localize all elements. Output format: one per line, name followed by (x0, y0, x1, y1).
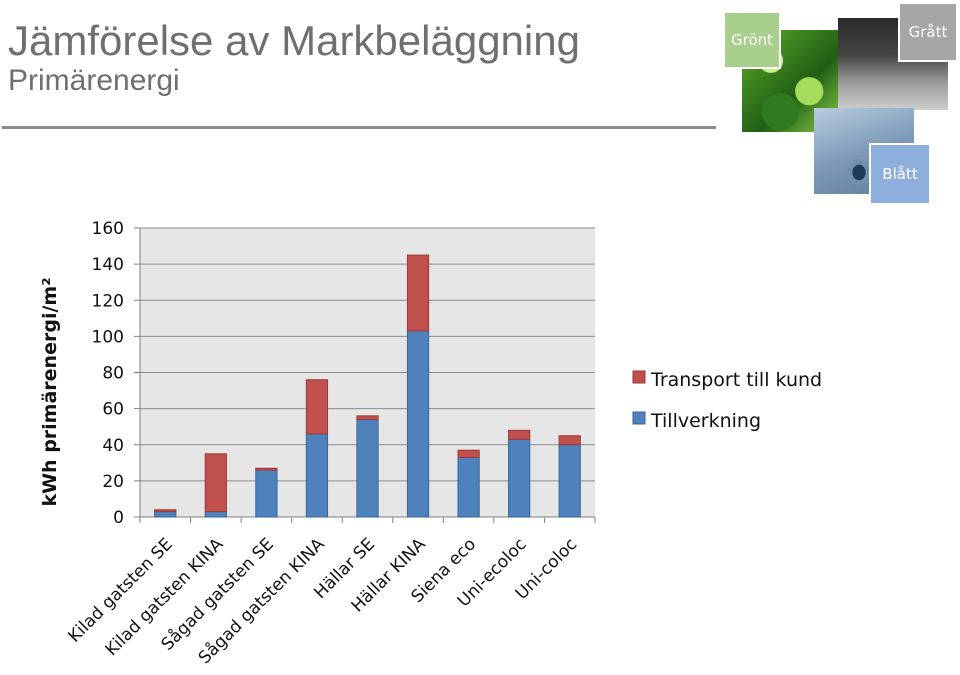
y-tick-label: 140 (92, 255, 124, 275)
bar-segment-transport-till-kund (558, 435, 581, 446)
bar-segment-transport-till-kund (154, 509, 177, 513)
y-tick-label: 160 (92, 219, 124, 239)
y-tick-label: 80 (102, 364, 124, 384)
page-title: Jämförelse av Markbeläggning (8, 17, 580, 64)
bar-segment-transport-till-kund (508, 429, 531, 440)
legend-label: Transport till kund (650, 369, 822, 391)
bar-segment-transport-till-kund (255, 467, 278, 471)
grey-label-box: Grått (898, 2, 958, 62)
bar-segment-transport-till-kund (305, 379, 329, 435)
bar-segment-transport-till-kund (406, 254, 430, 332)
y-tick-label: 120 (92, 291, 124, 311)
y-axis-label: kWh primärenergi/m² (39, 277, 61, 506)
green-label: Grönt (730, 31, 774, 49)
bar-segment-transport-till-kund (356, 415, 379, 420)
blue-label: Blått (882, 165, 918, 183)
legend-swatch (632, 411, 646, 425)
y-tick-label: 20 (102, 472, 124, 492)
legend-swatch (632, 370, 646, 384)
grey-label: Grått (908, 23, 948, 41)
bar-segment-tillverkning (457, 456, 480, 518)
bar-segment-tillverkning (305, 433, 329, 518)
bar-segment-tillverkning (508, 438, 531, 518)
bar-segment-transport-till-kund (204, 453, 227, 513)
y-tick-label: 0 (113, 508, 124, 528)
y-tick-label: 40 (102, 436, 124, 456)
bar-segment-tillverkning (406, 330, 430, 518)
y-tick-label: 100 (92, 327, 124, 347)
bar-segment-transport-till-kund (457, 449, 480, 458)
title-divider (2, 126, 716, 129)
bar-segment-tillverkning (558, 444, 581, 518)
bar-segment-tillverkning (204, 511, 227, 518)
legend: Transport till kund Tillverkning (632, 369, 822, 432)
blue-label-box: Blått (869, 143, 931, 205)
y-tick-label: 60 (102, 400, 124, 420)
green-label-box: Grönt (723, 11, 781, 69)
bar-segment-tillverkning (154, 511, 177, 518)
bar-segment-tillverkning (255, 469, 278, 518)
bar-segment-tillverkning (356, 418, 379, 518)
page-subtitle: Primärenergi (8, 64, 180, 97)
legend-label: Tillverkning (650, 410, 761, 432)
